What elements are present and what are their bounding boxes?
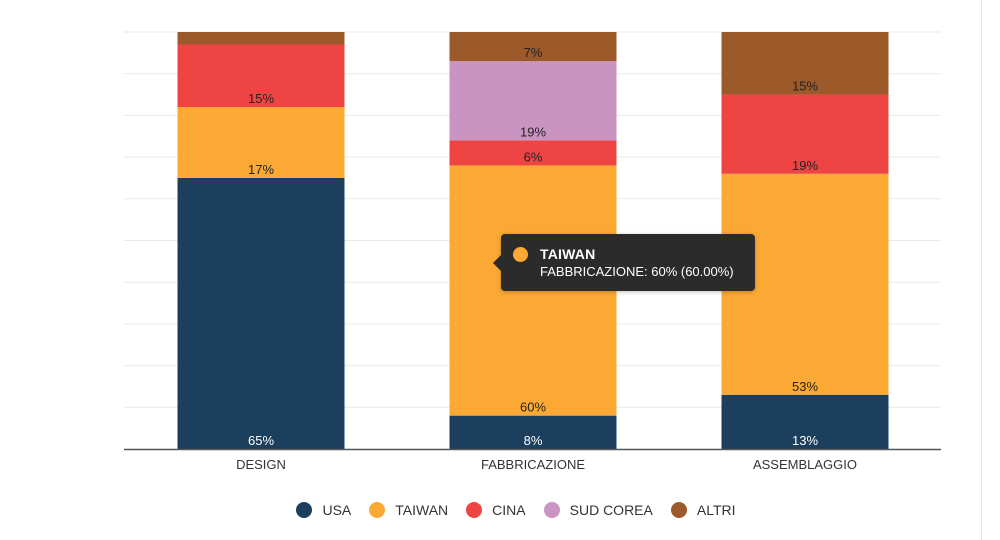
legend-item-usa[interactable]: USA <box>296 502 351 518</box>
bar-segment-usa[interactable] <box>177 177 345 449</box>
bar-segment-cina[interactable] <box>721 94 889 174</box>
legend-swatch <box>296 502 313 518</box>
x-axis: DESIGN FABBRICAZIONE ASSEMBLAGGIO <box>124 448 941 472</box>
x-tick-label: FABBRICAZIONE <box>481 457 585 472</box>
bar-segment-taiwan[interactable] <box>177 107 345 178</box>
legend-item-altri[interactable]: ALTRI <box>670 502 736 518</box>
data-label: 8% <box>524 433 543 448</box>
bar-segment-altri[interactable] <box>721 32 889 95</box>
data-label: 15% <box>248 91 274 106</box>
data-label: 53% <box>792 379 818 394</box>
data-label: 19% <box>520 124 546 139</box>
data-label: 13% <box>792 433 818 448</box>
bar-segment-altri[interactable] <box>449 32 617 62</box>
bar-segment-cina[interactable] <box>449 140 617 166</box>
legend-label: ALTRI <box>696 502 736 518</box>
legend-label: TAIWAN <box>395 502 449 518</box>
data-label: 60% <box>520 400 546 415</box>
tooltip-body: FABBRICAZIONE: 60% (60.00%) <box>540 264 734 279</box>
tooltip-color-dot <box>513 247 528 262</box>
data-labels: 65% 17% 15% 8% 60% 6% 19% 7% 13% 53% 19% 15% <box>248 45 818 448</box>
x-tick-label: ASSEMBLAGGIO <box>753 457 857 472</box>
legend-swatch <box>466 502 483 518</box>
legend-label: CINA <box>492 502 526 518</box>
data-label: 17% <box>248 162 274 177</box>
bar-segment-usa[interactable] <box>721 394 889 449</box>
tooltip-title: TAIWAN <box>540 246 596 262</box>
legend-item-cina[interactable]: CINA <box>466 502 526 518</box>
data-label: 6% <box>524 149 543 164</box>
data-label: 15% <box>792 79 818 94</box>
x-tick-label: DESIGN <box>236 457 286 472</box>
panel-border <box>981 0 982 540</box>
legend-swatch <box>543 502 560 518</box>
bar-segment-cina[interactable] <box>177 44 345 108</box>
data-label: 7% <box>524 45 543 60</box>
legend-swatch <box>670 502 687 518</box>
bar-segment-usa[interactable] <box>449 415 617 449</box>
legend-item-taiwan[interactable]: TAIWAN <box>369 502 448 518</box>
data-label: 19% <box>792 158 818 173</box>
legend: USA TAIWAN CINA SUD COREA ALTRI <box>0 498 1000 522</box>
legend-label: SUD COREA <box>569 502 653 518</box>
tooltip: TAIWAN FABBRICAZIONE: 60% (60.00%) <box>493 234 755 291</box>
data-label: 65% <box>248 433 274 448</box>
bar-segment-sud-corea[interactable] <box>449 61 617 141</box>
bar-segment-altri[interactable] <box>177 32 345 45</box>
legend-swatch <box>369 502 386 518</box>
legend-label: USA <box>322 502 352 518</box>
bars <box>177 32 889 449</box>
legend-item-sud-corea[interactable]: SUD COREA <box>543 502 653 518</box>
